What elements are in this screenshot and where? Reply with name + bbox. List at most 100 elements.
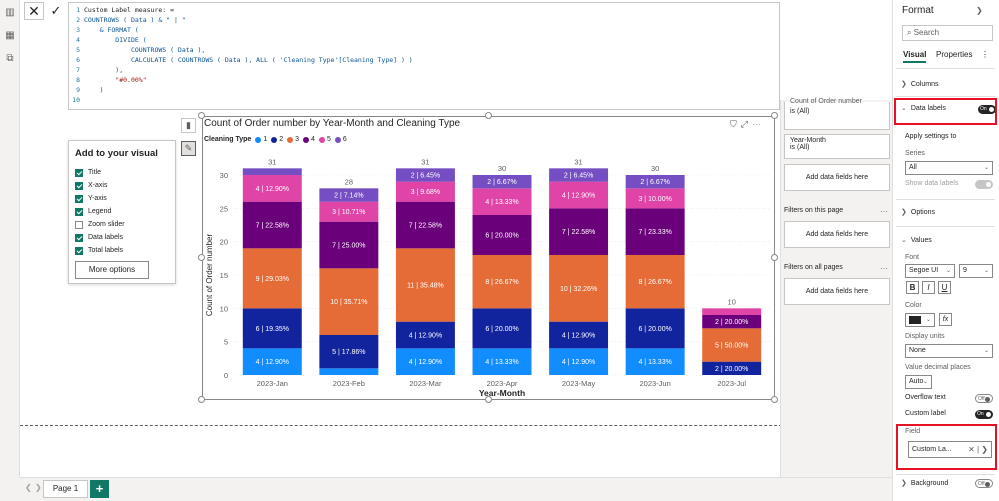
conditional-format-button[interactable]: fx [939,313,952,326]
dax-formula-editor[interactable]: 1 Custom Label measure: = 2 COUNTROWS ( Dat… [68,2,780,110]
checkbox-row[interactable]: Zoom slider [75,218,169,231]
series-select[interactable]: All ⌄ [905,161,993,175]
show-data-labels-toggle[interactable] [975,180,993,189]
checkbox-row[interactable]: Y-axis [75,192,169,205]
bar-segment[interactable] [472,255,532,309]
bar-segment[interactable] [549,321,609,349]
bar-segment[interactable] [319,335,379,369]
more-icon[interactable]: ⋮ [981,50,989,59]
bar-segment[interactable] [472,215,532,255]
bar-segment[interactable] [549,208,609,255]
bar-segment[interactable] [625,175,685,189]
bold-button[interactable]: B [906,281,919,294]
bar-segment[interactable] [625,188,685,209]
bar-segment[interactable] [472,175,532,189]
bar-segment[interactable] [472,308,532,349]
tab-properties[interactable]: Properties [936,50,973,59]
resize-handle[interactable] [485,112,492,119]
bar-segment[interactable] [242,308,302,349]
build-visual-icon[interactable]: ▮ [181,118,196,133]
bar-segment[interactable] [702,308,762,315]
close-icon[interactable]: ✕ [24,2,44,20]
resize-handle[interactable] [198,254,205,261]
section-data-labels[interactable]: ⌄ Data labels [901,104,946,113]
model-view-icon[interactable]: ⧉ [6,53,14,64]
tab-visual[interactable]: Visual [903,50,927,63]
decimal-places-select[interactable]: Auto ⌄ [905,375,932,389]
legend-item[interactable]: 4 [303,136,315,143]
checkbox-row[interactable]: Legend [75,205,169,218]
checkbox[interactable] [75,233,83,242]
format-visual-icon[interactable]: ✎ [181,141,196,156]
more-icon[interactable]: ··· [880,264,888,273]
bar-segment[interactable] [319,201,379,222]
bar-segment[interactable] [625,208,685,255]
custom-label-toggle[interactable]: On [975,410,993,419]
background-toggle[interactable]: Off [975,479,993,488]
resize-handle[interactable] [198,112,205,119]
checkbox-row[interactable]: Title [75,166,169,179]
bar-segment[interactable] [395,181,455,202]
search-input[interactable]: ⌕ Search [902,25,993,41]
italic-button[interactable]: I [922,281,935,294]
bar-segment[interactable] [702,361,762,375]
field-well[interactable]: Custom La... ✕ | ❯ [908,441,992,458]
more-options-icon[interactable]: ⋯ [751,119,765,129]
bar-segment[interactable] [702,328,762,362]
bar-segment[interactable] [472,188,532,215]
next-page-icon[interactable]: ❯ [35,483,42,492]
bar-segment[interactable] [625,348,685,375]
checkbox[interactable] [75,220,83,229]
bar-segment[interactable] [625,255,685,309]
bar-segment[interactable] [625,308,685,349]
report-view-icon[interactable]: ▥ [5,7,15,18]
bar-segment[interactable] [549,168,609,182]
checkbox[interactable] [75,181,83,190]
bar-segment[interactable] [395,348,455,375]
filter-card-count[interactable]: Count of Order number is (All) [784,98,890,130]
legend-item[interactable]: 2 [271,136,283,143]
section-options[interactable]: ❯ Options [901,208,935,217]
resize-handle[interactable] [485,396,492,403]
checkbox-row[interactable]: Total labels [75,244,169,257]
bar-segment[interactable] [549,255,609,322]
legend-item[interactable]: 5 [318,136,331,143]
filter-icon[interactable]: ⛉ [730,119,741,129]
bar-segment[interactable] [549,181,609,209]
bar-segment[interactable] [395,201,455,249]
bar-segment[interactable] [319,188,379,202]
font-family-select[interactable]: Segoe UI ⌄ [905,264,955,278]
collapse-pane-icon[interactable]: ❯ [976,6,983,15]
remove-field-icon[interactable]: ✕ | ❯ [968,445,988,454]
bar-segment[interactable] [395,248,455,322]
bar-segment[interactable] [472,348,532,375]
bar-segment[interactable] [319,268,379,335]
add-data-fields-visual[interactable]: Add data fields here [784,164,890,191]
resize-handle[interactable] [771,112,778,119]
color-picker[interactable]: ⌄ [905,313,935,327]
more-icon[interactable]: ··· [880,207,888,216]
table-view-icon[interactable]: ▦ [5,30,15,41]
checkbox[interactable] [75,168,83,177]
bar-segment[interactable] [549,348,609,375]
bar-segment[interactable] [319,368,379,375]
resize-handle[interactable] [198,396,205,403]
checkbox[interactable] [75,207,83,216]
font-size-input[interactable]: 9 ⌄ [959,264,993,278]
resize-handle[interactable] [771,396,778,403]
bar-segment[interactable] [702,315,762,329]
add-data-fields-page[interactable]: Add data fields here [784,221,890,248]
checkbox-row[interactable]: Data labels [75,231,169,244]
bar-segment[interactable] [242,168,302,175]
resize-handle[interactable] [771,254,778,261]
bar-segment[interactable] [395,168,455,182]
bar-segment[interactable] [319,221,379,269]
checkbox[interactable] [75,194,83,203]
checkbox-row[interactable]: X-axis [75,179,169,192]
more-options-button[interactable]: More options [75,261,149,279]
underline-button[interactable]: U [938,281,951,294]
bar-segment[interactable] [242,175,302,202]
section-background[interactable]: ❯ Background [901,479,948,488]
overflow-text-toggle[interactable]: Off [975,394,993,403]
add-page-button[interactable]: + [90,480,109,498]
